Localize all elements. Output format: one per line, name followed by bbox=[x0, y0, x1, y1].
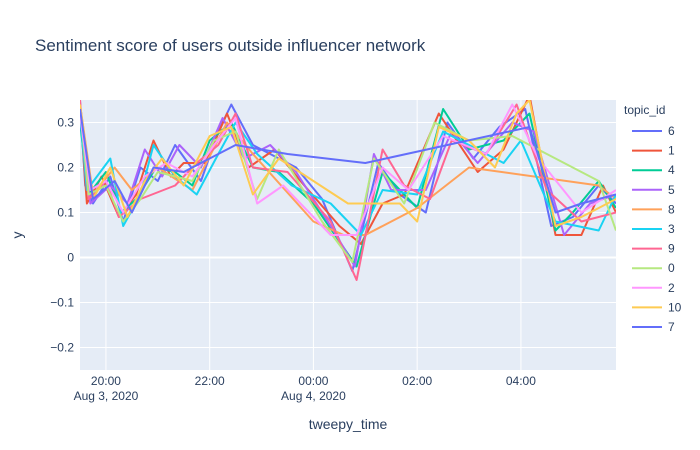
legend-label[interactable]: 4 bbox=[668, 163, 675, 177]
legend-title: topic_id bbox=[624, 103, 665, 117]
y-tick-label: 0 bbox=[67, 251, 74, 265]
y-axis-title: y bbox=[9, 232, 25, 239]
legend-label[interactable]: 9 bbox=[668, 242, 675, 256]
legend-label[interactable]: 0 bbox=[668, 261, 675, 275]
legend-label[interactable]: 10 bbox=[668, 300, 682, 314]
x-tick-date: Aug 4, 2020 bbox=[281, 389, 346, 403]
y-tick-label: 0.2 bbox=[57, 161, 74, 175]
legend-label[interactable]: 1 bbox=[668, 144, 675, 158]
chart-title: Sentiment score of users outside influen… bbox=[35, 36, 426, 55]
series-line-10[interactable] bbox=[80, 100, 616, 227]
y-axis: −0.2 −0.1 0 0.1 0.2 0.3 bbox=[50, 116, 74, 355]
legend-label[interactable]: 3 bbox=[668, 222, 675, 236]
legend-label[interactable]: 2 bbox=[668, 281, 675, 295]
legend-label[interactable]: 6 bbox=[668, 124, 675, 138]
legend-label[interactable]: 8 bbox=[668, 202, 675, 216]
y-tick-label: −0.1 bbox=[50, 296, 74, 310]
series-line-1[interactable] bbox=[80, 96, 616, 245]
y-tick-label: 0.3 bbox=[57, 116, 74, 130]
x-tick-label: 00:00 bbox=[298, 374, 328, 388]
x-tick-date: Aug 3, 2020 bbox=[74, 389, 139, 403]
x-tick-label: 02:00 bbox=[402, 374, 432, 388]
x-tick-label: 22:00 bbox=[195, 374, 225, 388]
series-line-5[interactable] bbox=[80, 117, 616, 268]
legend-label[interactable]: 7 bbox=[668, 320, 675, 334]
legend-label[interactable]: 5 bbox=[668, 183, 675, 197]
legend: 6 1 4 5 8 3 9 0 2 10 7 bbox=[632, 124, 682, 334]
series-line-2[interactable] bbox=[80, 103, 616, 236]
x-tick-label: 20:00 bbox=[91, 374, 121, 388]
x-tick-label: 04:00 bbox=[506, 374, 536, 388]
y-tick-label: 0.1 bbox=[57, 206, 74, 220]
x-axis-title: tweepy_time bbox=[309, 416, 388, 432]
y-tick-label: −0.2 bbox=[50, 341, 74, 355]
series-line-7[interactable] bbox=[80, 108, 616, 214]
series-lines bbox=[80, 96, 616, 281]
series-line-8[interactable] bbox=[80, 104, 616, 236]
